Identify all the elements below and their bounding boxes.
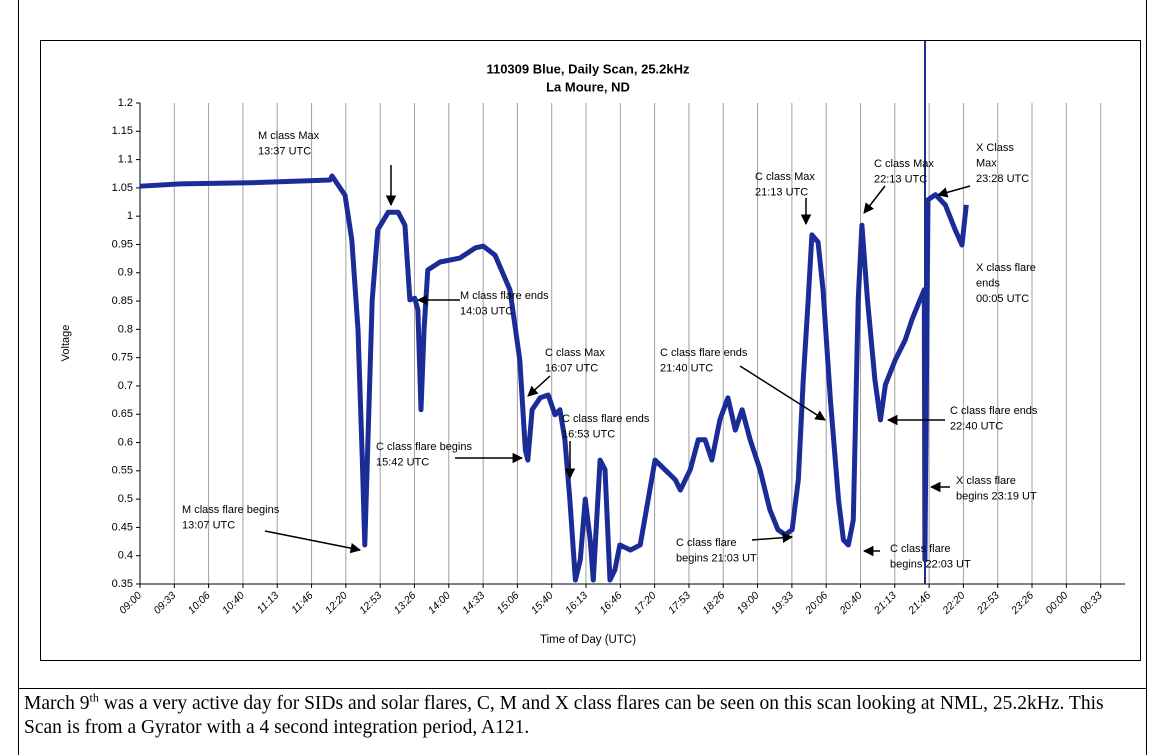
- y-tick-label: 0.5: [118, 493, 133, 505]
- annotation: M class flare begins: [182, 504, 280, 516]
- annotation: C class Max: [545, 347, 605, 359]
- x-tick-label: 14:00: [426, 589, 453, 616]
- x-tick-label: 00:33: [1078, 589, 1105, 616]
- annotation-arrow: [264, 530, 362, 554]
- y-tick-label: 1.05: [112, 182, 133, 194]
- annotation: begins 23:19 UT: [956, 490, 1037, 502]
- x-tick-label: 20:40: [837, 589, 865, 617]
- y-tick-label: 0.8: [118, 323, 133, 335]
- x-tick-label: 15:40: [529, 589, 556, 616]
- x-tick-label: 16:13: [563, 589, 590, 616]
- annotation: begins 21:03 UT: [676, 552, 757, 564]
- y-tick-label: 0.4: [118, 550, 133, 562]
- x-tick-label: 18:26: [700, 589, 727, 616]
- chart-title: 110309 Blue, Daily Scan, 25.2kHz: [486, 61, 690, 76]
- x-tick-label: 16:46: [597, 589, 624, 616]
- y-tick-label: 0.35: [112, 578, 133, 590]
- x-tick-label: 11:46: [289, 589, 316, 616]
- annotation-arrow: [527, 375, 551, 397]
- annotation: C class flare: [890, 543, 951, 555]
- x-tick-label: 00:00: [1043, 589, 1070, 616]
- caption-sup: th: [89, 690, 99, 705]
- y-tick-label: 1: [127, 210, 133, 222]
- y-tick-label: 0.7: [118, 380, 133, 392]
- annotation-arrow: [863, 185, 886, 214]
- x-tick-label: 14:33: [460, 589, 487, 616]
- y-tick-label: 0.65: [112, 408, 133, 420]
- annotation-arrow: [739, 365, 826, 421]
- x-tick-label: 21:13: [871, 589, 899, 617]
- x-tick-label: 22:20: [940, 589, 968, 617]
- annotation: C class flare ends: [660, 347, 748, 359]
- y-tick-label: 0.45: [112, 521, 133, 533]
- x-tick-label: 17:20: [632, 589, 659, 616]
- x-tick-label: 20:06: [802, 589, 830, 617]
- annotation: C class Max: [755, 171, 815, 183]
- y-tick-label: 1.15: [112, 125, 133, 137]
- annotation: X class flare: [956, 475, 1016, 487]
- annotation: C class flare: [676, 537, 737, 549]
- annotation: 21:40 UTC: [660, 362, 713, 374]
- x-tick-label: 17:53: [666, 589, 693, 616]
- annotation: 16:53 UTC: [562, 428, 615, 440]
- x-tick-label: 19:33: [769, 589, 796, 616]
- annotation: ends: [976, 277, 1000, 289]
- y-axis-label: Voltage: [60, 325, 72, 362]
- x-tick-label: 15:06: [494, 589, 521, 616]
- y-tick-label: 0.9: [118, 267, 133, 279]
- x-tick-label: 13:26: [391, 589, 418, 616]
- annotation: 13:07 UTC: [182, 519, 235, 531]
- annotation: C class flare ends: [562, 413, 650, 425]
- x-tick-label: 09:33: [151, 589, 178, 616]
- x-tick-label: 12:53: [357, 589, 384, 616]
- annotation-arrow: [751, 532, 794, 543]
- caption: March 9th was a very active day for SIDs…: [24, 692, 1140, 740]
- annotation: 22:13 UTC: [874, 173, 927, 185]
- x-tick-label: 23:26: [1008, 589, 1036, 617]
- annotation: M class Max: [258, 130, 320, 142]
- annotation: 16:07 UTC: [545, 362, 598, 374]
- y-tick-label: 1.2: [118, 97, 133, 109]
- y-tick-label: 0.6: [118, 436, 133, 448]
- annotation: Max: [976, 157, 997, 169]
- chart-subtitle: La Moure, ND: [546, 79, 630, 94]
- x-tick-label: 09:00: [117, 589, 144, 616]
- y-tick-label: 0.95: [112, 238, 133, 250]
- annotation: C class Max: [874, 158, 934, 170]
- annotation: 15:42 UTC: [376, 456, 429, 468]
- x-axis-label: Time of Day (UTC): [540, 634, 636, 646]
- y-tick-label: 1.1: [118, 153, 133, 165]
- caption-text: was a very active day for SIDs and solar…: [24, 693, 1104, 738]
- y-tick-label: 0.85: [112, 295, 133, 307]
- annotation: 14:03 UTC: [460, 305, 513, 317]
- data-line: [139, 173, 969, 583]
- x-tick-label: 22:53: [974, 589, 1002, 617]
- chart-frame: [40, 40, 1141, 661]
- x-tick-label: 21:46: [905, 589, 933, 617]
- annotation: begins 22:03 UT: [890, 558, 971, 570]
- annotation: C class flare begins: [376, 441, 472, 453]
- annotation: 22:40 UTC: [950, 420, 1003, 432]
- annotation: 13:37 UTC: [258, 145, 311, 157]
- x-tick-label: 10:40: [220, 589, 247, 616]
- annotation: 23:28 UTC: [976, 173, 1029, 185]
- x-tick-label: 11:13: [255, 589, 282, 616]
- x-tick-label: 12:20: [323, 589, 350, 616]
- caption-text: March 9: [24, 693, 90, 714]
- annotation-arrow: [936, 185, 971, 198]
- annotation: X class flare: [976, 262, 1036, 274]
- annotation: 21:13 UTC: [755, 186, 808, 198]
- annotation: M class flare ends: [460, 290, 549, 302]
- y-tick-label: 0.75: [112, 352, 133, 364]
- x-tick-label: 19:00: [735, 589, 762, 616]
- y-tick-label: 0.55: [112, 465, 133, 477]
- annotation: 00:05 UTC: [976, 293, 1029, 305]
- annotation: X Class: [976, 142, 1014, 154]
- annotation: C class flare ends: [950, 405, 1038, 417]
- x-tick-label: 10:06: [186, 589, 213, 616]
